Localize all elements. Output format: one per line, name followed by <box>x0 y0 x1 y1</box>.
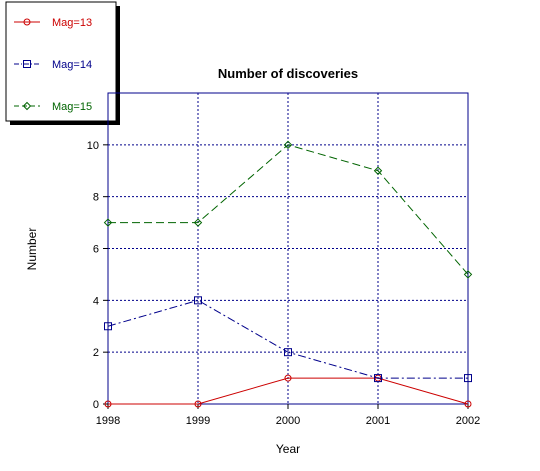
data-point <box>373 166 383 175</box>
data-point <box>464 400 472 408</box>
series-mag-13 <box>104 374 472 408</box>
legend-item: Mag=13 <box>14 17 92 29</box>
legend-item: Mag=14 <box>14 59 92 71</box>
data-point <box>463 270 473 279</box>
data-point <box>284 374 292 382</box>
data-point <box>104 400 112 408</box>
legend-label: Mag=13 <box>52 17 92 29</box>
data-point <box>103 218 113 227</box>
x-tick-label: 2001 <box>366 415 390 427</box>
legend-label: Mag=14 <box>52 59 92 71</box>
x-tick-label: 2000 <box>276 415 300 427</box>
x-axis-label: Year <box>276 442 300 456</box>
y-tick-label: 2 <box>93 347 99 359</box>
data-point <box>194 296 202 305</box>
series-line <box>108 144 469 275</box>
data-point <box>104 322 112 331</box>
x-tick-label: 1998 <box>96 415 120 427</box>
series-mag-14 <box>104 296 472 383</box>
legend: Mag=13 Mag=14 Mag=15 <box>5 1 120 125</box>
data-point <box>374 374 382 383</box>
legend-item: Mag=15 <box>14 101 92 113</box>
series-line <box>108 377 469 405</box>
legend-marker <box>22 101 32 111</box>
legend-marker <box>23 60 31 68</box>
y-tick-label: 4 <box>93 295 99 307</box>
y-axis-label: Number <box>25 228 39 271</box>
y-tick-label: 6 <box>93 244 99 256</box>
legend-marker <box>23 18 31 26</box>
y-tick-label: 8 <box>93 192 99 204</box>
x-tick-label: 1999 <box>186 415 210 427</box>
y-tick-label: 0 <box>93 399 99 411</box>
data-point <box>464 374 472 383</box>
legend-label: Mag=15 <box>52 101 92 113</box>
data-point <box>193 218 203 227</box>
data-point <box>284 348 292 357</box>
series-line <box>107 299 468 379</box>
data-point <box>194 400 202 408</box>
series-mag-15 <box>103 140 473 279</box>
x-tick-label: 2002 <box>456 415 480 427</box>
chart-title: Number of discoveries <box>218 66 358 81</box>
y-tick-label: 10 <box>87 140 99 152</box>
data-point <box>283 140 293 150</box>
